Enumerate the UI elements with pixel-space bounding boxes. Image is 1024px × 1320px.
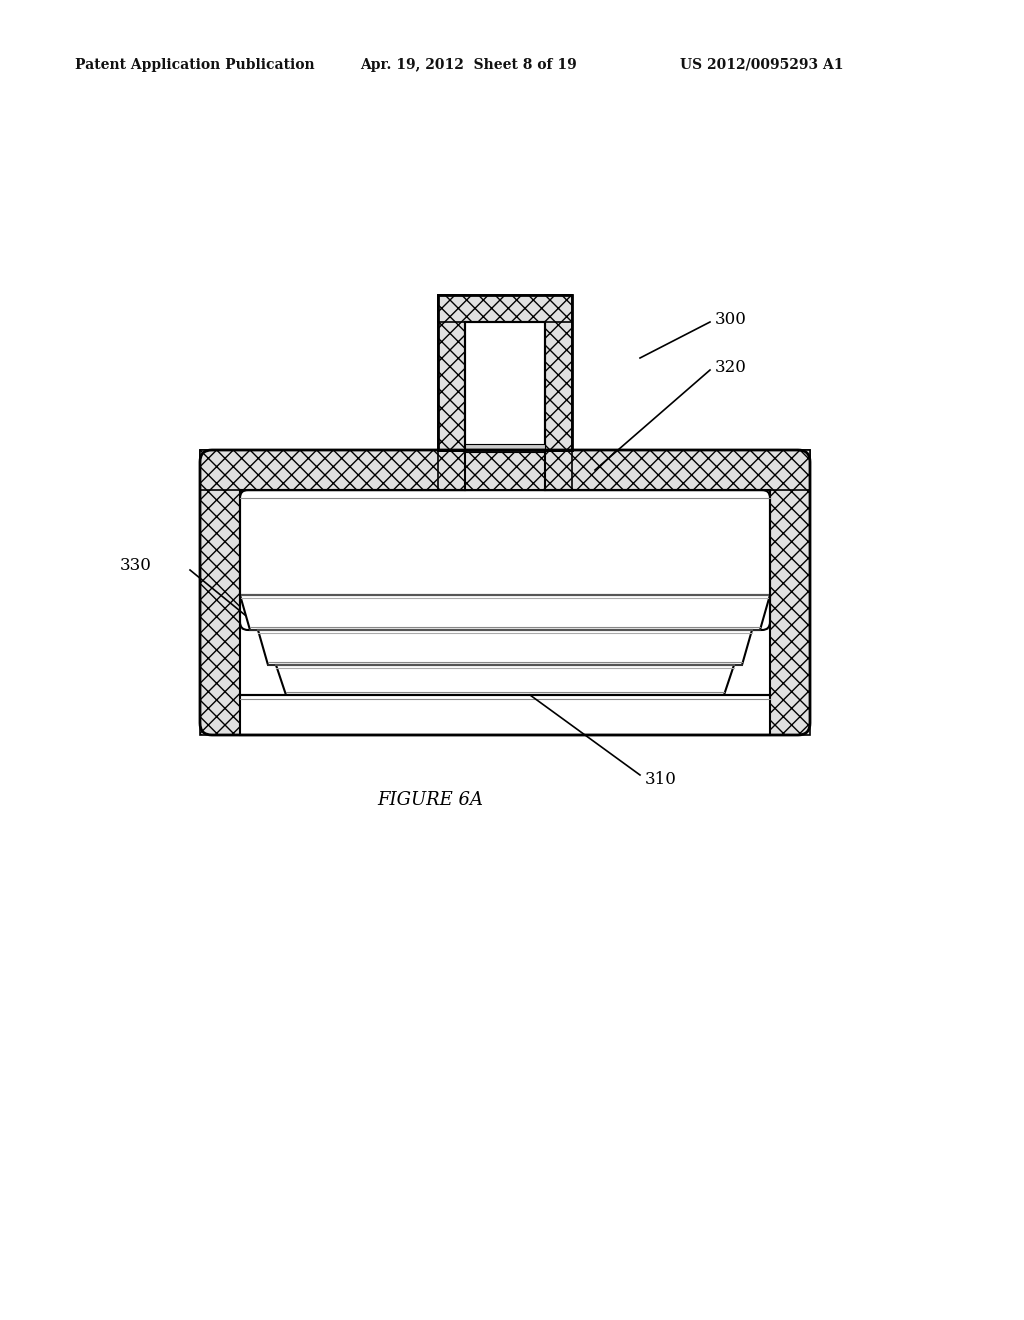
Text: 310: 310 [645,771,677,788]
Text: Patent Application Publication: Patent Application Publication [75,58,314,73]
Text: US 2012/0095293 A1: US 2012/0095293 A1 [680,58,844,73]
Text: Apr. 19, 2012  Sheet 8 of 19: Apr. 19, 2012 Sheet 8 of 19 [360,58,577,73]
Bar [438,294,465,450]
Bar [200,450,810,735]
Bar [465,322,545,450]
Text: FIGURE 6A: FIGURE 6A [377,791,483,809]
Bar [572,450,810,490]
Polygon shape [240,595,770,630]
Bar [240,696,770,735]
Bar [438,294,572,450]
FancyBboxPatch shape [240,490,770,630]
Bar [200,450,438,490]
Polygon shape [276,665,734,696]
Text: 300: 300 [715,310,746,327]
Bar [545,294,572,450]
Bar [438,294,572,322]
Bar [240,630,770,696]
Text: 330: 330 [120,557,152,573]
Polygon shape [258,630,752,665]
Bar [465,444,545,451]
Text: 320: 320 [715,359,746,375]
